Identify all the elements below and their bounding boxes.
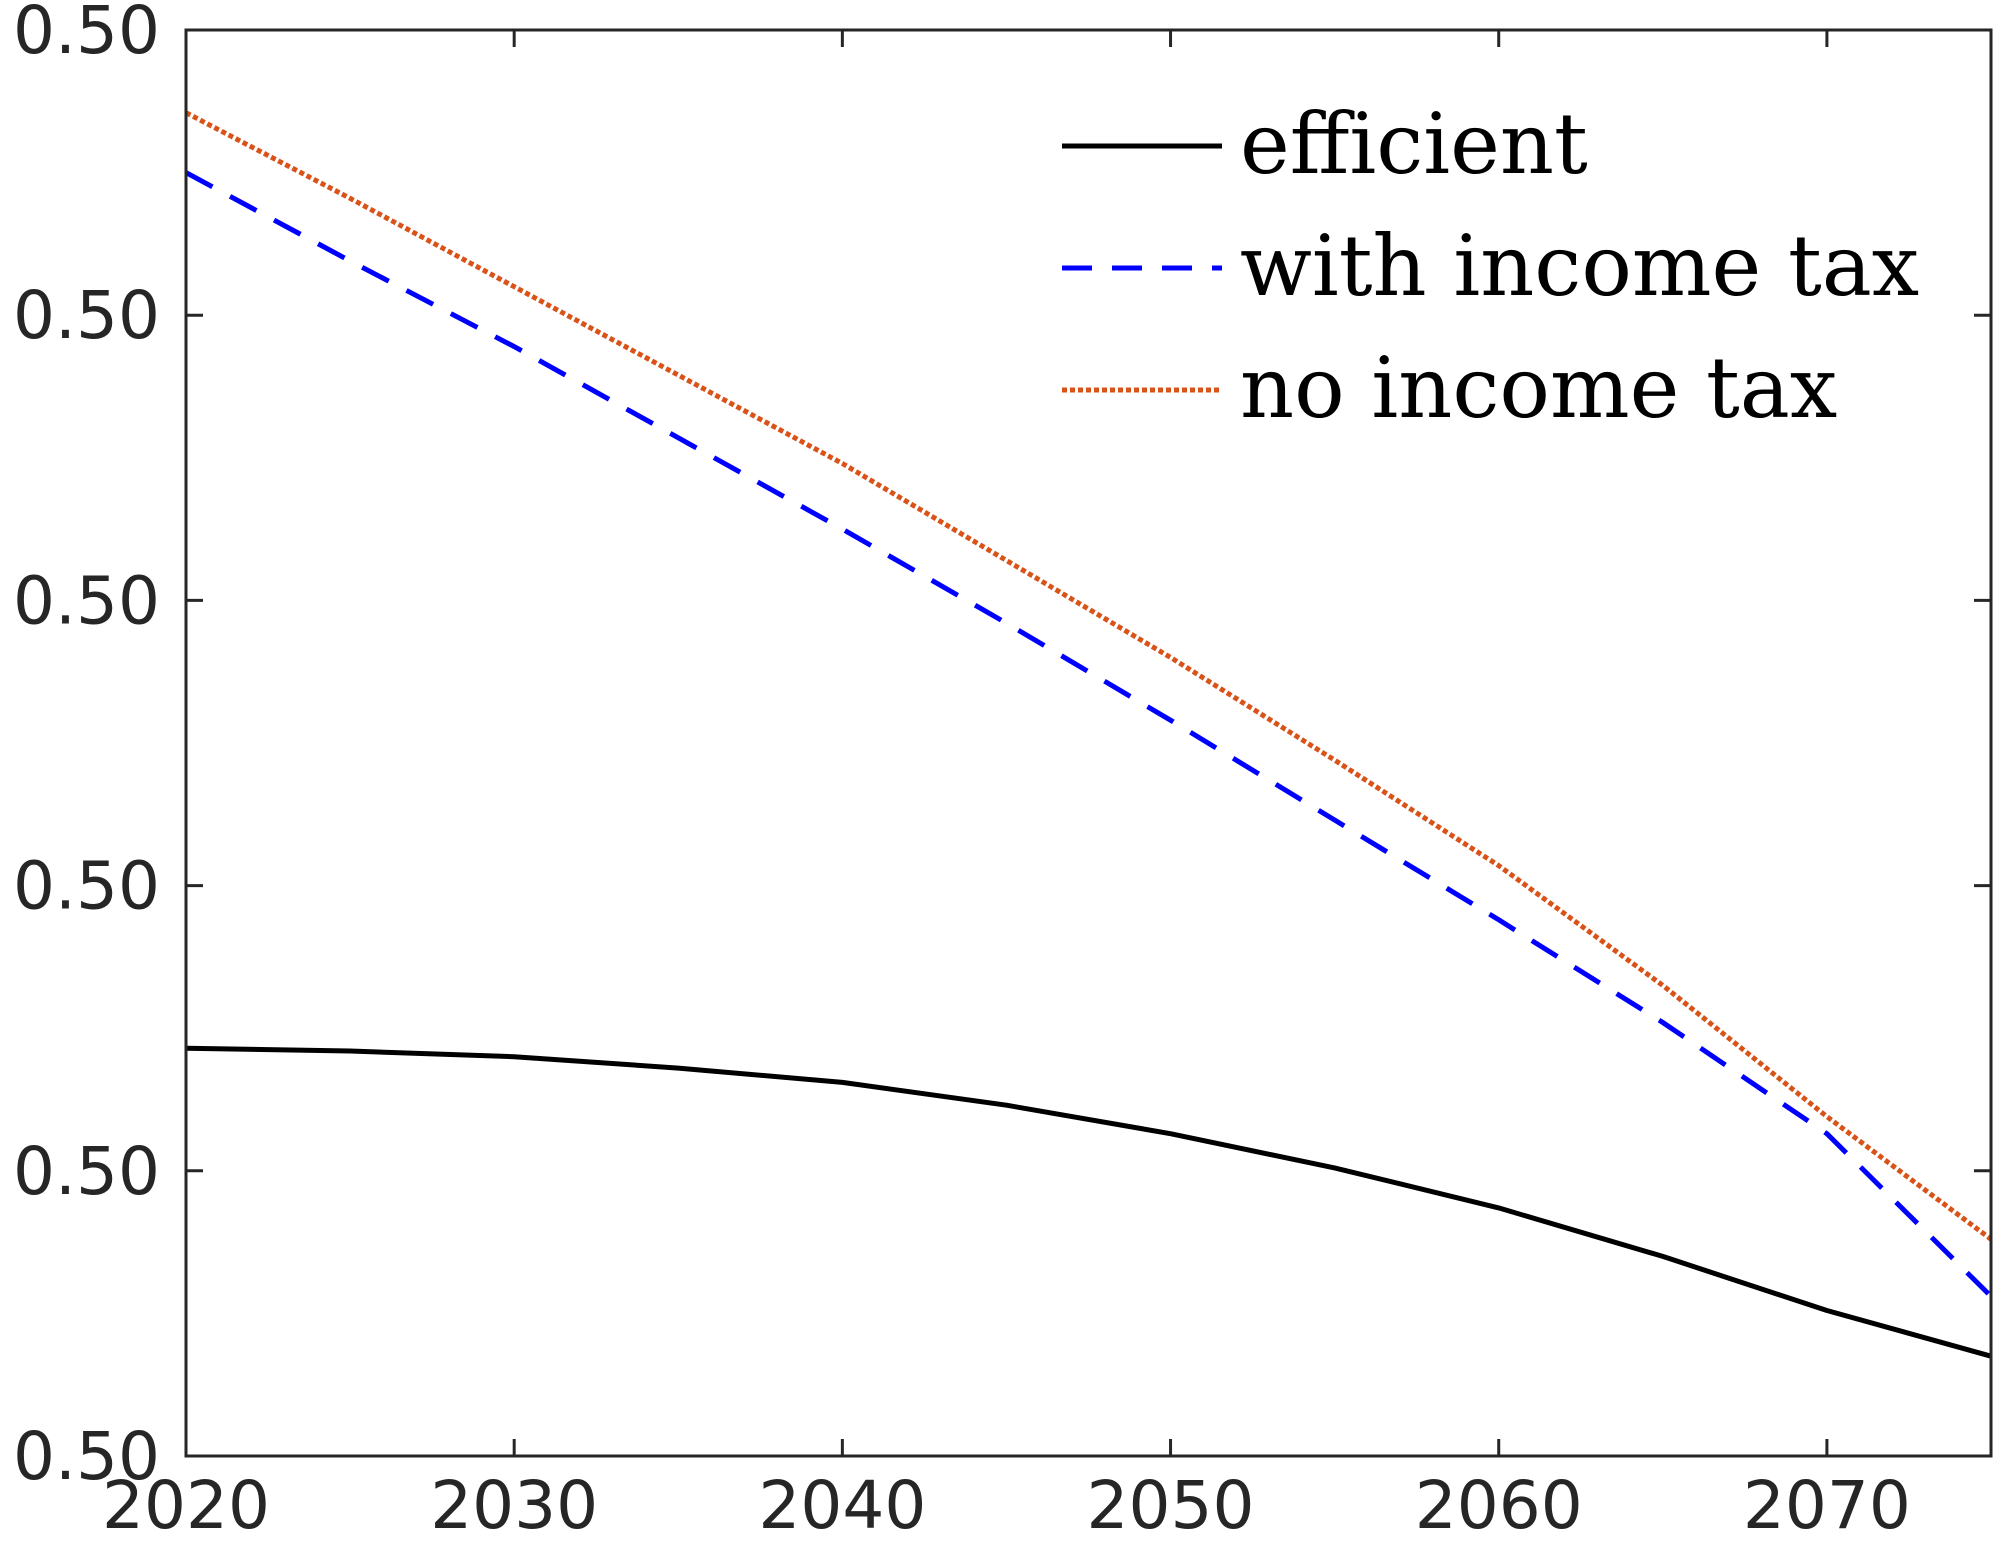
legend: efficient with income tax no income tax xyxy=(1062,95,1919,437)
series-layer xyxy=(184,110,1993,1359)
legend-label-no-income-tax: no income tax xyxy=(1240,339,1837,437)
x-tick-label: 2060 xyxy=(1415,1467,1583,1544)
y-tick-label: 0.50 xyxy=(13,277,160,354)
y-tick-label: 0.50 xyxy=(13,1133,160,1210)
x-tick-label: 2040 xyxy=(758,1467,926,1544)
y-tick-label: 0.50 xyxy=(13,0,160,69)
legend-label-with-income-tax: with income tax xyxy=(1240,217,1919,315)
x-tick-label: 2020 xyxy=(102,1467,270,1544)
x-tick-label: 2050 xyxy=(1087,1467,1255,1544)
series-line-efficient xyxy=(185,1045,1992,1359)
axes-box xyxy=(184,28,1993,1458)
y-tick-label: 0.50 xyxy=(13,562,160,639)
y-tick-label: 0.50 xyxy=(13,1418,160,1495)
axes: 2020 2030 2040 2050 2060 2070 0.50 0.50 0.50 0.50… xyxy=(13,0,1993,1544)
legend-label-efficient: efficient xyxy=(1240,95,1588,193)
series-line-no-income-tax xyxy=(184,110,1993,1242)
x-tick-label: 2070 xyxy=(1743,1467,1911,1544)
y-tick-label: 0.50 xyxy=(13,848,160,925)
x-tick-label: 2030 xyxy=(430,1467,598,1544)
